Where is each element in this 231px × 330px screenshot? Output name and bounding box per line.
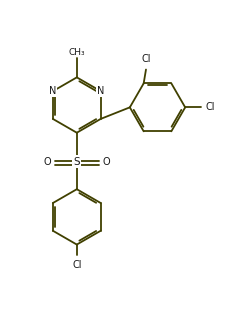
Text: Cl: Cl bbox=[205, 102, 215, 112]
Text: O: O bbox=[43, 156, 51, 167]
Text: Cl: Cl bbox=[141, 54, 150, 64]
Text: S: S bbox=[73, 156, 80, 167]
Text: N: N bbox=[49, 86, 56, 96]
Text: O: O bbox=[102, 156, 110, 167]
Text: CH₃: CH₃ bbox=[68, 48, 85, 57]
Text: Cl: Cl bbox=[72, 260, 81, 270]
Text: N: N bbox=[97, 86, 104, 96]
